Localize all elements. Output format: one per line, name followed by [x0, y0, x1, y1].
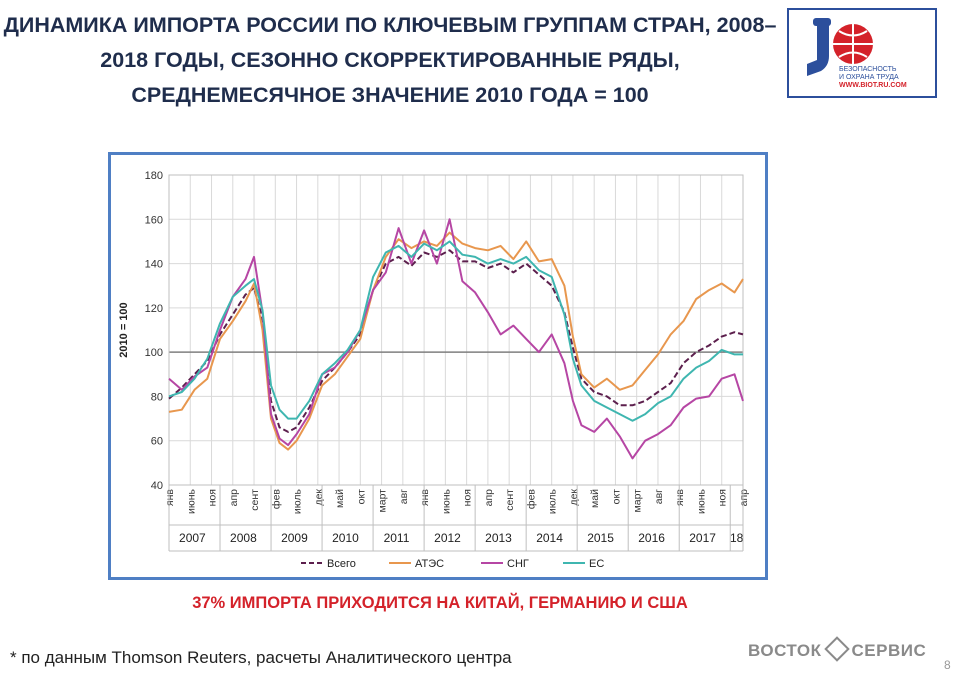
x-month-label: дек — [313, 489, 325, 506]
legend-label: Всего — [327, 558, 356, 570]
x-month-label: дек — [568, 489, 580, 506]
y-tick-label: 180 — [145, 170, 163, 182]
slide-title: ДИНАМИКА ИМПОРТА РОССИИ ПО КЛЮЧЕВЫМ ГРУП… — [3, 13, 777, 107]
legend-label: ЕС — [589, 558, 604, 570]
highlight-text: 37% ИМПОРТА ПРИХОДИТСЯ НА КИТАЙ, ГЕРМАНИ… — [192, 594, 688, 612]
x-month-label: апр — [738, 489, 750, 507]
x-month-label: июнь — [440, 488, 452, 514]
x-month-label: март — [632, 489, 644, 513]
y-tick-label: 60 — [151, 436, 163, 448]
x-month-label: март — [377, 489, 389, 513]
plot-area — [168, 174, 744, 486]
series-line-ЕС — [168, 240, 743, 422]
x-year-label: 18 — [730, 531, 744, 545]
logo-line-1: БЕЗОПАСНОСТЬ — [839, 66, 897, 73]
x-month-label: ноя — [462, 489, 474, 506]
brand-left: ВОСТОК — [748, 641, 822, 660]
x-month-label: авг — [398, 489, 410, 504]
x-month-label: фев — [525, 489, 537, 509]
x-month-label: апр — [483, 489, 495, 507]
x-month-label: май — [334, 489, 346, 508]
y-tick-label: 80 — [151, 391, 163, 403]
x-month-label: янв — [164, 489, 176, 506]
footnote: * по данным Thomson Reuters, расчеты Ана… — [10, 648, 512, 667]
x-month-label: июль — [292, 488, 304, 514]
x-month-label: сент — [249, 489, 261, 511]
page-number: 8 — [944, 658, 951, 672]
x-month-label: окт — [610, 489, 622, 505]
x-year-label: 2015 — [587, 531, 614, 545]
legend-label: АТЭС — [415, 558, 444, 570]
y-axis-label: 2010 = 100 — [118, 302, 130, 357]
logo: БЕЗОПАСНОСТЬ И ОХРАНА ТРУДА WWW.BIOT.RU.… — [787, 8, 937, 98]
x-month-label: июль — [547, 488, 559, 514]
x-year-label: 2016 — [638, 531, 665, 545]
x-month-label: авг — [653, 489, 665, 504]
x-month-label: май — [589, 489, 601, 508]
series-line-СНГ — [168, 218, 744, 460]
x-month-label: июнь — [185, 488, 197, 514]
y-tick-label: 120 — [145, 303, 163, 315]
y-tick-label: 160 — [145, 214, 163, 226]
x-year-label: 2011 — [384, 531, 410, 545]
chart-frame: 40 60 80 100 120 140 160 180 2010 = 100 янв июнь но… — [108, 152, 768, 580]
x-month-label: сент — [504, 489, 516, 511]
y-tick-label: 140 — [145, 259, 163, 271]
x-month-label: апр — [228, 489, 240, 507]
x-year-label: 2012 — [434, 531, 461, 545]
x-month-label: янв — [674, 489, 686, 506]
x-month-label: окт — [355, 489, 367, 505]
x-year-label: 2007 — [179, 531, 206, 545]
x-year-label: 2009 — [281, 531, 308, 545]
brand-logo: ВОСТОК СЕРВИС — [748, 636, 927, 662]
y-tick-label: 40 — [151, 480, 163, 492]
y-tick-label: 100 — [145, 347, 163, 359]
x-month-label: янв — [419, 489, 431, 506]
x-month-label: фев — [270, 489, 282, 509]
x-month-label: ноя — [207, 489, 219, 506]
series-line-АТЭС — [168, 231, 744, 451]
legend-label: СНГ — [507, 558, 529, 570]
x-year-label: 2008 — [230, 531, 257, 545]
x-year-label: 2017 — [689, 531, 716, 545]
brand-right: СЕРВИС — [851, 641, 927, 660]
x-year-label: 2014 — [536, 531, 563, 545]
logo-url: WWW.BIOT.RU.COM — [839, 82, 907, 89]
x-month-label: июнь — [695, 488, 707, 514]
brand-diamond-icon — [823, 636, 850, 662]
worker-globe-icon — [807, 18, 873, 76]
logo-text: БЕЗОПАСНОСТЬ И ОХРАНА ТРУДА WWW.BIOT.RU.… — [839, 66, 907, 90]
x-month-label: ноя — [717, 489, 729, 506]
x-year-label: 2013 — [485, 531, 512, 545]
logo-line-2: И ОХРАНА ТРУДА — [839, 74, 899, 81]
x-year-label: 2010 — [332, 531, 359, 545]
